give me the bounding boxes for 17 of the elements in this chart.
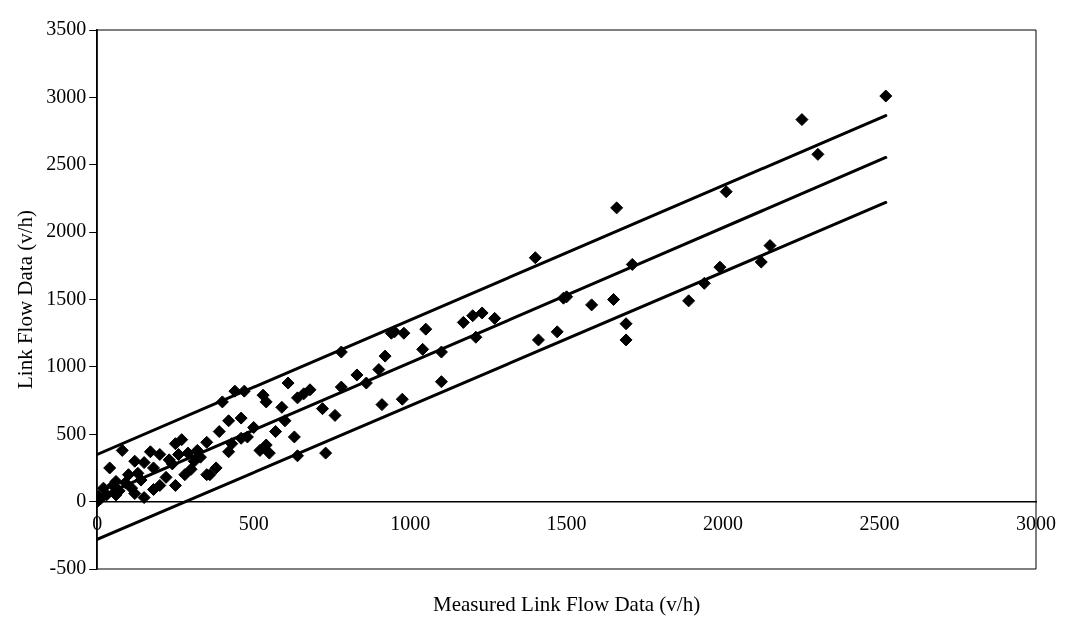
y-tick-label: 500 <box>56 421 87 444</box>
y-axis-title: Link Flow Data (v/h) <box>13 209 38 390</box>
x-tick-label: 2000 <box>703 511 744 534</box>
y-tick-label: 2500 <box>46 152 87 174</box>
x-axis-title: Measured Link Flow Data (v/h) <box>433 592 701 617</box>
y-tick-label: 1500 <box>46 286 87 309</box>
x-tick-label: 2500 <box>859 511 900 534</box>
y-tick-label: -500 <box>49 556 87 579</box>
y-tick-label: 3500 <box>46 17 87 40</box>
x-tick-label: 500 <box>238 511 269 534</box>
y-tick-label: 2000 <box>46 219 87 242</box>
y-tick-label: 1000 <box>46 354 87 377</box>
x-tick-label: 3000 <box>1016 511 1056 534</box>
x-tick-label: 1500 <box>546 511 587 534</box>
x-tick-label: 1000 <box>390 511 431 534</box>
y-tick-label: 3000 <box>46 84 87 107</box>
y-tick-label: 0 <box>76 488 87 511</box>
